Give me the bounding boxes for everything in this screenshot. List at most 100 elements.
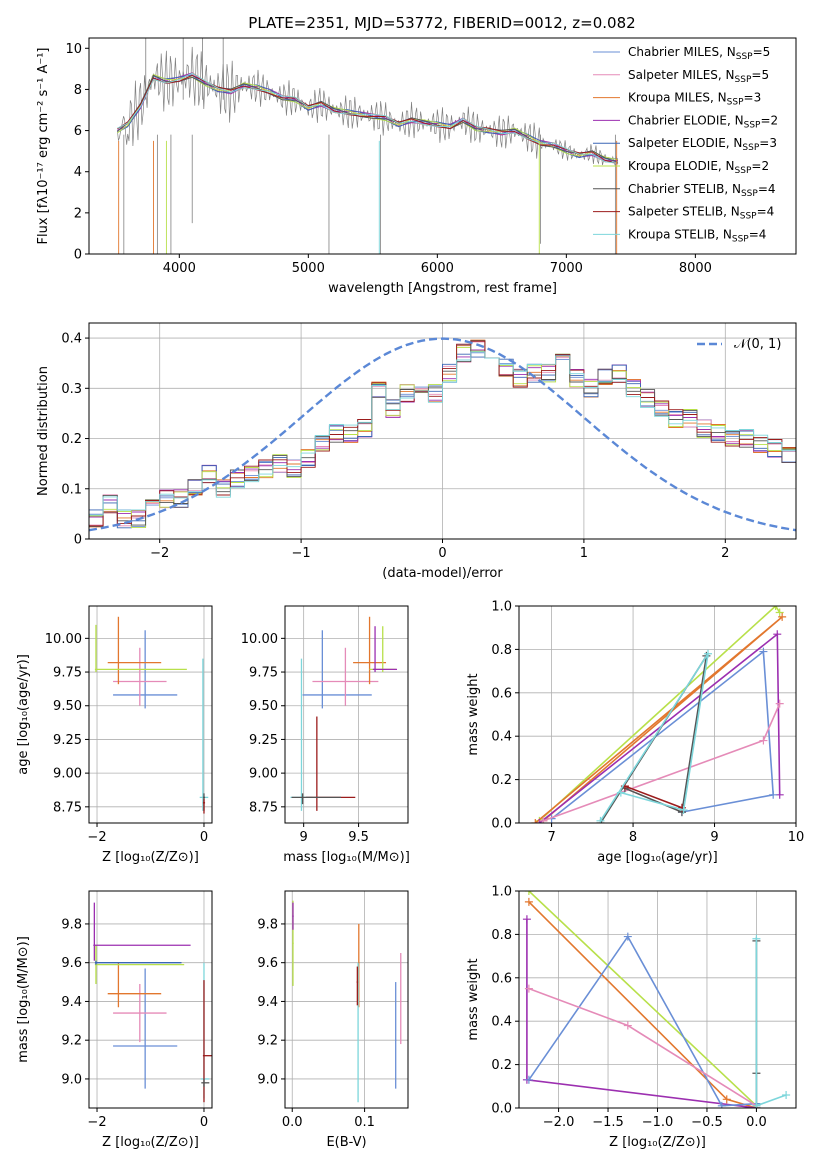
y-tick-label: 4 bbox=[74, 165, 82, 180]
y-tick-label: 1.0 bbox=[491, 885, 512, 900]
x-tick-label: −2 bbox=[150, 546, 169, 561]
series-line bbox=[538, 606, 781, 822]
x-axis-label: Z [log₁₀(Z/Z⊙)] bbox=[102, 1135, 199, 1150]
series-marker bbox=[524, 891, 533, 895]
series-marker bbox=[778, 612, 787, 621]
series-marker bbox=[522, 915, 531, 924]
series-marker bbox=[752, 1101, 761, 1108]
chart-mass_vs_Z: −2 0 9.0 9.2 9.4 9.6 9.8 Z [log₁₀(Z/Z⊙)] mass [l… bbox=[16, 890, 213, 1150]
y-tick-label: 8.75 bbox=[249, 800, 278, 815]
histogram-step bbox=[89, 340, 796, 527]
chart-mass_vs_EBV: 0.0 0.1 9.0 9.2 9.4 9.6 9.8 E(B-V) bbox=[257, 890, 409, 1150]
y-tick-label: 0 bbox=[74, 533, 82, 548]
axes-frame bbox=[518, 605, 797, 824]
errorbar-point bbox=[302, 630, 372, 709]
axes-frame bbox=[284, 605, 409, 824]
x-tick-label: 0 bbox=[200, 830, 208, 845]
errorbar-point bbox=[290, 658, 313, 811]
series-marker bbox=[759, 647, 768, 656]
errorbar-point bbox=[113, 968, 178, 1089]
series-marker bbox=[524, 1075, 533, 1084]
y-tick-label: 0.6 bbox=[491, 686, 512, 701]
errorbar-point bbox=[113, 984, 167, 1043]
histogram-step bbox=[89, 339, 796, 528]
y-tick-label: 9.50 bbox=[53, 699, 82, 714]
y-tick-label: 0.8 bbox=[491, 928, 512, 943]
y-tick-label: 10 bbox=[65, 42, 82, 57]
y-tick-label: 8.75 bbox=[53, 800, 82, 815]
y-tick-label: 6 bbox=[74, 124, 82, 139]
series-marker bbox=[704, 649, 713, 658]
y-axis-label: mass weight bbox=[466, 673, 481, 755]
series-marker bbox=[759, 736, 768, 745]
errorbar-point bbox=[305, 716, 356, 811]
chart-massweight_vs_age: 7 8 9 10 0.0 0.2 0.4 0.6 0.8 1.0 age [log₁₀(age/yr… bbox=[466, 600, 804, 866]
errorbar-point bbox=[94, 945, 185, 984]
legend-label: Chabrier ELODIE, NSSP=2 bbox=[628, 113, 778, 130]
y-tick-label: 9.25 bbox=[53, 733, 82, 748]
series-marker bbox=[722, 1095, 731, 1104]
plot-area bbox=[292, 900, 402, 1103]
errorbar-point bbox=[201, 1078, 210, 1087]
x-axis-label: Z [log₁₀(Z/Z⊙)] bbox=[102, 850, 199, 865]
y-tick-label: 0.2 bbox=[491, 1058, 512, 1073]
legend-label: 𝒩(0, 1) bbox=[734, 337, 781, 352]
y-axis-label: Normed distribution bbox=[36, 366, 51, 496]
y-tick-label: 0.4 bbox=[61, 332, 82, 347]
y-tick-label: 9.6 bbox=[257, 956, 278, 971]
y-tick-label: 9.4 bbox=[257, 995, 278, 1010]
x-tick-label: 7 bbox=[547, 830, 555, 845]
y-axis-label: age [log₁₀(age/yr)] bbox=[16, 654, 31, 775]
x-axis-label: E(B-V) bbox=[326, 1135, 366, 1150]
y-tick-label: 9.0 bbox=[257, 1072, 278, 1087]
x-axis-label: Z [log₁₀(Z/Z⊙)] bbox=[609, 1135, 706, 1150]
x-tick-label: 8000 bbox=[679, 261, 712, 276]
axes-frame bbox=[284, 890, 409, 1109]
series-marker bbox=[679, 805, 688, 814]
errorbar-point bbox=[394, 982, 397, 1089]
y-tick-label: 10.00 bbox=[45, 632, 82, 647]
series-marker bbox=[596, 816, 605, 823]
errorbar-point bbox=[94, 624, 187, 673]
series-line bbox=[755, 938, 787, 1107]
y-tick-label: 9.2 bbox=[61, 1034, 82, 1049]
series-line bbox=[551, 650, 775, 820]
errorbar-point bbox=[353, 616, 387, 685]
series-line bbox=[528, 891, 757, 1107]
legend-label: Salpeter STELIB, NSSP=4 bbox=[628, 205, 774, 222]
y-axis-label: Flux [fλ10⁻¹⁷ erg cm⁻² s⁻¹ A⁻¹] bbox=[36, 48, 51, 245]
legend: Chabrier MILES, NSSP=5 Salpeter MILES, NS… bbox=[593, 45, 778, 244]
x-tick-label: −0.5 bbox=[691, 1115, 723, 1130]
series-marker bbox=[752, 934, 761, 943]
y-tick-label: 9.2 bbox=[257, 1034, 278, 1049]
legend-label: Kroupa ELODIE, NSSP=2 bbox=[628, 159, 769, 176]
x-tick-label: 10 bbox=[788, 830, 805, 845]
errorbar-point bbox=[94, 960, 182, 965]
y-tick-label: 0.2 bbox=[491, 773, 512, 788]
errorbar-point bbox=[202, 798, 206, 814]
chart-residuals: −2 −1 0 1 2 0 0.1 0.2 0.3 0.4 (data-model)/error No… bbox=[36, 322, 797, 581]
x-tick-label: −2 bbox=[87, 1115, 106, 1130]
x-tick-label: 0.0 bbox=[282, 1115, 303, 1130]
axes-frame bbox=[88, 890, 213, 1109]
series-marker bbox=[769, 790, 778, 799]
model-line bbox=[117, 72, 619, 164]
histogram-step bbox=[89, 344, 796, 527]
series-marker bbox=[623, 932, 632, 941]
y-tick-label: 0.1 bbox=[61, 482, 82, 497]
y-tick-label: 9.0 bbox=[61, 1072, 82, 1087]
y-tick-label: 0 bbox=[74, 248, 82, 263]
legend-label: Salpeter MILES, NSSP=5 bbox=[628, 68, 769, 85]
legend: 𝒩(0, 1) bbox=[697, 337, 781, 352]
y-tick-label: 9.4 bbox=[61, 995, 82, 1010]
series-marker bbox=[539, 816, 548, 823]
series-line bbox=[528, 901, 757, 1108]
x-tick-label: 1 bbox=[580, 546, 588, 561]
x-tick-label: −2.0 bbox=[543, 1115, 575, 1130]
y-tick-label: 9.8 bbox=[61, 917, 82, 932]
y-tick-label: 0.4 bbox=[491, 730, 512, 745]
gaussian-curve bbox=[89, 337, 796, 532]
errorbar-point bbox=[292, 902, 294, 930]
legend-label: Chabrier MILES, NSSP=5 bbox=[628, 45, 770, 62]
